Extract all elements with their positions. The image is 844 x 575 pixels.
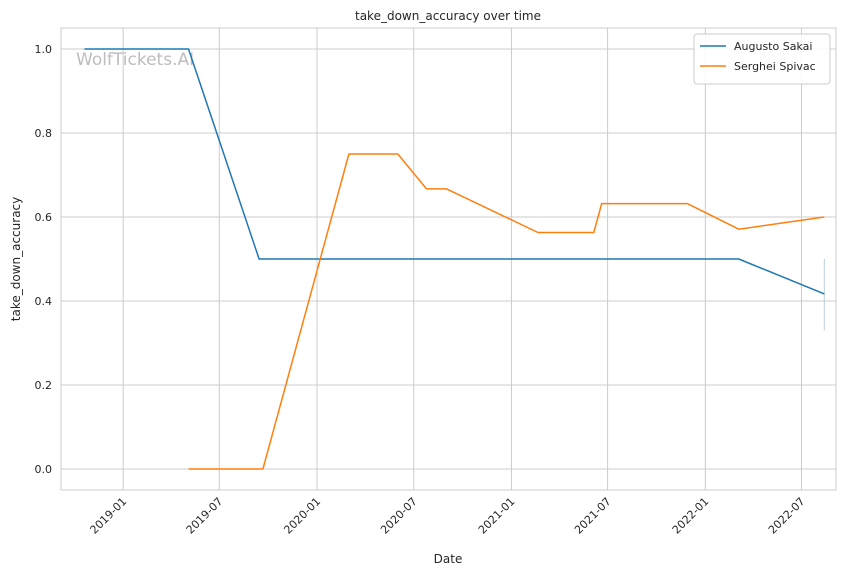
y-axis-label: take_down_accuracy: [9, 197, 23, 321]
x-axis-label: Date: [434, 552, 463, 566]
y-tick-label: 0.2: [35, 379, 53, 392]
legend-label: Serghei Spivac: [734, 60, 816, 73]
y-tick-label: 0.4: [35, 295, 53, 308]
series-line-augusto-sakai: [84, 48, 825, 295]
y-tick-label: 0.6: [35, 211, 53, 224]
series-line-serghei-spivac: [188, 153, 825, 470]
y-tick-labels: 0.0 0.2 0.4 0.6 0.8 1.0: [35, 43, 53, 476]
y-tick-label: 0.0: [35, 463, 53, 476]
legend: Augusto Sakai Serghei Spivac: [693, 33, 831, 85]
legend-label: Augusto Sakai: [734, 40, 812, 53]
y-tick-label: 1.0: [35, 43, 53, 56]
y-tick-label: 0.8: [35, 127, 53, 140]
legend-box: [693, 33, 831, 85]
chart-title: take_down_accuracy over time: [355, 9, 541, 23]
series-lines: [84, 48, 825, 470]
watermark: WolfTickets.AI: [76, 50, 194, 70]
plot-frame: [60, 27, 837, 491]
